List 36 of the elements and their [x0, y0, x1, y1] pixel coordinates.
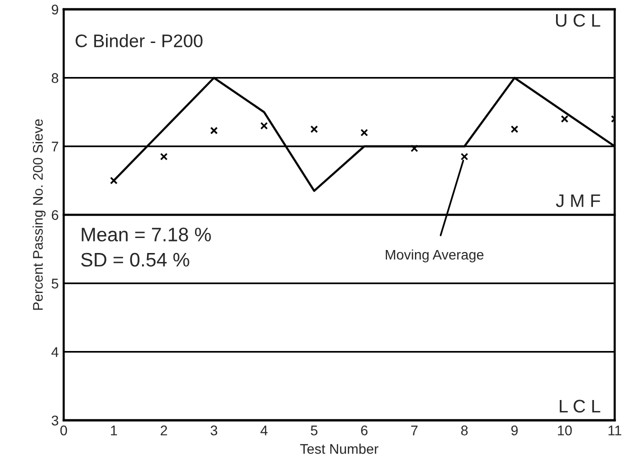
x-tick-label: 0	[60, 426, 68, 436]
annotation: C Binder - P200	[76, 34, 202, 48]
y-tick-label: 5	[52, 278, 58, 288]
annotation: Moving Average	[386, 249, 484, 262]
point	[260, 122, 268, 130]
x-tick-label: 7	[411, 426, 418, 436]
point	[410, 144, 418, 152]
point	[360, 128, 368, 136]
ref-line-label: U C L	[556, 14, 600, 27]
y-tick-label: 7	[52, 142, 58, 152]
x-tick-label: 6	[361, 426, 368, 436]
x-tick-label: 2	[160, 426, 168, 436]
y-tick-label: 6	[52, 210, 58, 220]
y-tick-label: 3	[52, 416, 58, 426]
x-tick-label: 5	[310, 426, 318, 436]
point	[310, 125, 318, 133]
ref-line-label: L C L	[560, 400, 600, 413]
point	[560, 115, 568, 123]
y-tick-label: 4	[51, 347, 58, 357]
x-tick-label: 4	[260, 426, 268, 436]
point	[110, 176, 118, 184]
point	[510, 125, 518, 133]
x-tick-label: 10	[558, 426, 572, 436]
x-axis-title: Test Number	[300, 444, 378, 454]
x-tick-label: 11	[608, 426, 622, 436]
x-tick-label: 3	[210, 426, 218, 436]
x-tick-label: 9	[511, 426, 518, 436]
annotation: Mean = 7.18 % SD = 0.54 %	[81, 228, 211, 267]
x-tick-label: 8	[461, 426, 468, 436]
point	[210, 126, 218, 134]
y-axis-title: Percent Passing No. 200 Sieve	[32, 119, 46, 310]
ref-line-label: J M F	[556, 194, 600, 208]
y-tick-label: 9	[52, 4, 58, 15]
y-tick-label: 8	[52, 73, 58, 84]
x-tick-label: 1	[110, 426, 117, 436]
point	[160, 152, 168, 160]
